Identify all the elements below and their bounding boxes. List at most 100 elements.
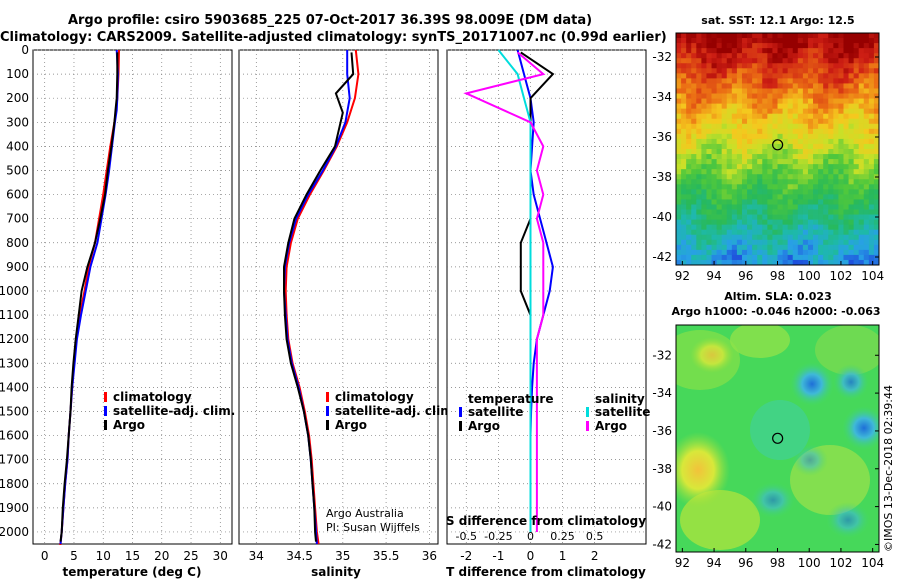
sst-heatmap-cell [843, 113, 849, 120]
sst-heatmap-cell [797, 169, 804, 175]
sst-heatmap-cell [757, 33, 763, 39]
sst-heatmap-cell [762, 63, 768, 69]
sst-heatmap-cell [858, 169, 865, 175]
sst-heatmap-cell [858, 204, 865, 210]
sst-heatmap-cell [747, 249, 753, 256]
sst-heatmap-cell [873, 33, 880, 39]
difference-s-axis-label: S difference from climatology [446, 514, 646, 528]
sst-heatmap-cell [863, 128, 870, 135]
sst-heatmap-cell [807, 68, 814, 74]
sst-heatmap-cell [736, 138, 743, 145]
sst-heatmap-cell [838, 159, 844, 165]
salinity-x-tick-label: 34.5 [286, 549, 313, 563]
sst-heatmap-cell [681, 169, 687, 175]
sst-heatmap-cell [691, 123, 697, 130]
sst-heatmap-cell [813, 118, 819, 125]
sst-heatmap-cell [802, 209, 809, 215]
salinity-x-tick-label: 36 [422, 549, 437, 563]
sst-heatmap-cell [726, 123, 733, 130]
sst-heatmap-cell [792, 73, 799, 79]
sst-heatmap-cell [701, 244, 707, 251]
sst-heatmap-cell [818, 239, 824, 246]
sst-heatmap-cell [716, 48, 723, 54]
temperature-x-axis-label: temperature (deg C) [63, 565, 202, 579]
sst-map-x-tick-label: 98 [770, 269, 785, 283]
sst-heatmap-cell [681, 229, 687, 236]
sst-heatmap-cell [873, 108, 880, 115]
sst-heatmap-cell [802, 174, 809, 180]
sst-heatmap-cell [721, 229, 728, 236]
sst-heatmap-cell [868, 143, 875, 150]
sst-heatmap-cell [721, 98, 728, 105]
sst-heatmap-cell [731, 244, 738, 251]
sst-heatmap-cell [818, 133, 824, 140]
sst-heatmap-cell [797, 98, 804, 105]
sst-heatmap-cell [792, 249, 799, 256]
sst-heatmap-cell [813, 108, 819, 115]
sst-heatmap-cell [716, 219, 723, 226]
sst-heatmap-cell [802, 229, 809, 236]
sst-heatmap-cell [787, 229, 794, 236]
sst-heatmap-cell [797, 63, 804, 69]
sst-heatmap-cell [853, 244, 860, 251]
sla-map-y-tick-labels: -32-34-36-38-40-42 [652, 348, 879, 551]
sst-heatmap-cell [691, 138, 697, 145]
sst-heatmap-cell [716, 98, 723, 105]
sst-heatmap-cell [843, 128, 849, 135]
sst-heatmap-cell [711, 43, 717, 49]
sst-heatmap-cell [711, 204, 717, 210]
sst-heatmap-cell [681, 133, 687, 140]
sst-heatmap-cell [711, 83, 717, 89]
sst-heatmap-cell [772, 189, 778, 195]
sst-heatmap-cell [772, 204, 778, 210]
sst-heatmap-cell [681, 234, 687, 241]
sst-heatmap-cell [752, 174, 758, 180]
sst-heatmap-cell [767, 48, 773, 54]
sst-heatmap-cell [792, 209, 799, 215]
difference-legend-t-argo: Argo [468, 419, 500, 433]
sst-heatmap-cell [813, 123, 819, 130]
sst-heatmap-cell [726, 128, 733, 135]
sst-heatmap-cell [853, 249, 860, 256]
sla-map-y-tick-label: -38 [652, 462, 672, 476]
sst-heatmap-cell [762, 214, 768, 221]
sst-heatmap-cell [818, 169, 824, 175]
sst-heatmap-cell [873, 194, 880, 200]
sst-heatmap-cell [797, 239, 804, 246]
sst-heatmap-cell [741, 118, 748, 125]
sst-heatmap-cell [691, 254, 697, 261]
sst-heatmap-cell [716, 174, 723, 180]
sla-field-patch [730, 325, 790, 358]
sst-heatmap-cell [752, 184, 758, 190]
sst-heatmap-cell [782, 254, 789, 261]
sst-heatmap-cell [823, 48, 829, 54]
sst-heatmap-cell [813, 209, 819, 215]
sst-heatmap-cell [721, 33, 728, 39]
sst-heatmap-cell [858, 199, 865, 205]
sst-heatmap-cell [792, 184, 799, 190]
sst-heatmap-cell [833, 138, 839, 145]
sla-field-patch [815, 325, 879, 375]
sst-heatmap-cell [843, 33, 849, 39]
sst-heatmap-cell [818, 73, 824, 79]
sst-heatmap-cell [696, 113, 702, 120]
sst-heatmap-cell [676, 154, 682, 160]
sst-heatmap-cell [843, 174, 849, 180]
sst-heatmap-cell [706, 48, 712, 54]
sla-map-x-tick-label: 92 [675, 556, 690, 570]
sst-heatmap-cell [757, 53, 763, 59]
sst-heatmap-cell [823, 164, 829, 170]
sst-heatmap-cell [676, 108, 682, 115]
sst-heatmap-cell [858, 98, 865, 105]
sst-heatmap-cell [681, 73, 687, 79]
sst-heatmap-cell [767, 38, 773, 44]
sst-heatmap-cell [802, 103, 809, 110]
sst-heatmap-cell [762, 58, 768, 64]
sst-heatmap-cell [843, 68, 849, 74]
sst-heatmap-cell [863, 254, 870, 261]
sst-heatmap-cell [731, 249, 738, 256]
sst-heatmap-cell [767, 58, 773, 64]
sst-heatmap-cell [736, 194, 743, 200]
sst-heatmap-cell [777, 214, 783, 221]
sst-heatmap-cell [696, 83, 702, 89]
